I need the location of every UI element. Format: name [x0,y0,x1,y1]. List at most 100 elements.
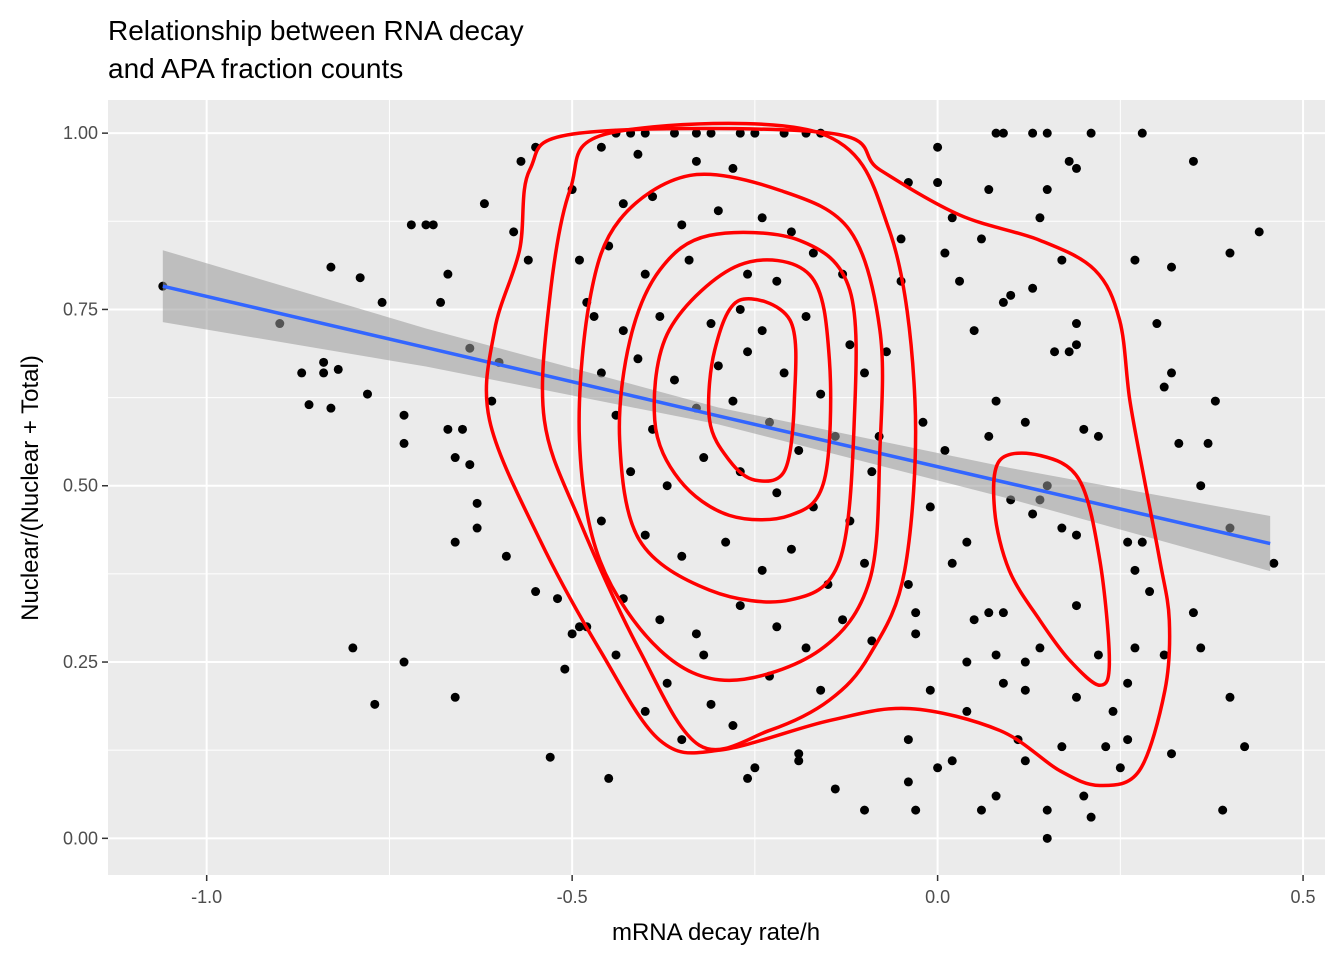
point [940,248,950,258]
point [1035,213,1045,223]
point [962,706,972,716]
point [933,763,943,773]
point [1079,424,1089,434]
point [662,678,672,688]
point [669,375,679,385]
point [1093,650,1103,660]
point [348,643,358,653]
point [523,255,533,265]
point [1115,763,1125,773]
point [1167,262,1177,272]
point [991,396,1001,406]
point [450,453,460,463]
point [1174,438,1184,448]
point [596,516,606,526]
point [319,368,329,378]
y-axis-label: Nuclear/(Nuclear + Total) [17,355,44,621]
point [1028,509,1038,519]
point [640,530,650,540]
point [436,297,446,307]
point [355,273,365,283]
point [1196,643,1206,653]
point [531,587,541,597]
density-contour [484,126,1172,788]
point [618,199,628,209]
point [750,763,760,773]
point [860,368,870,378]
point [998,128,1008,138]
point [918,417,928,427]
point [509,227,519,237]
point [1042,805,1052,815]
point [735,601,745,611]
point [1035,643,1045,653]
point [604,773,614,783]
point [421,220,431,230]
point [838,615,848,625]
point [1071,340,1081,350]
point [297,368,307,378]
point [640,706,650,716]
point [801,643,811,653]
point [1196,481,1206,491]
point [319,357,329,367]
point [648,192,658,202]
density-contour [652,258,833,522]
y-tick-label: 0.00 [63,828,98,848]
point [991,791,1001,801]
point [428,220,438,230]
point [984,185,994,195]
point [1218,805,1228,815]
point [998,678,1008,688]
density-contour [577,172,885,683]
point [377,297,387,307]
point [757,213,767,223]
point [516,156,526,166]
point [976,234,986,244]
point [1020,685,1030,695]
point [728,721,738,731]
point [911,805,921,815]
point [867,636,877,646]
point [991,128,1001,138]
point [947,213,957,223]
point [1050,347,1060,357]
point [1086,812,1096,822]
y-tick-label: 0.25 [63,652,98,672]
point [911,608,921,618]
point [633,149,643,159]
point [998,297,1008,307]
point [1057,255,1067,265]
point [399,657,409,667]
point [713,361,723,371]
point [940,445,950,455]
point [626,467,636,477]
point [728,163,738,173]
point [808,248,818,258]
point [691,128,701,138]
point [574,622,584,632]
point [1093,431,1103,441]
point [955,276,965,286]
point [655,311,665,321]
point [596,368,606,378]
regression-line [162,284,1271,546]
point [1167,749,1177,759]
point [1071,530,1081,540]
point [443,424,453,434]
point [1152,319,1162,329]
point [772,276,782,286]
point [304,400,314,410]
point [1137,128,1147,138]
density-contour [991,451,1112,688]
point [472,523,482,533]
point [1203,438,1213,448]
point [399,410,409,420]
point [1130,643,1140,653]
point [1071,692,1081,702]
point [479,199,489,209]
point [699,453,709,463]
point [1137,537,1147,547]
point [333,364,343,374]
